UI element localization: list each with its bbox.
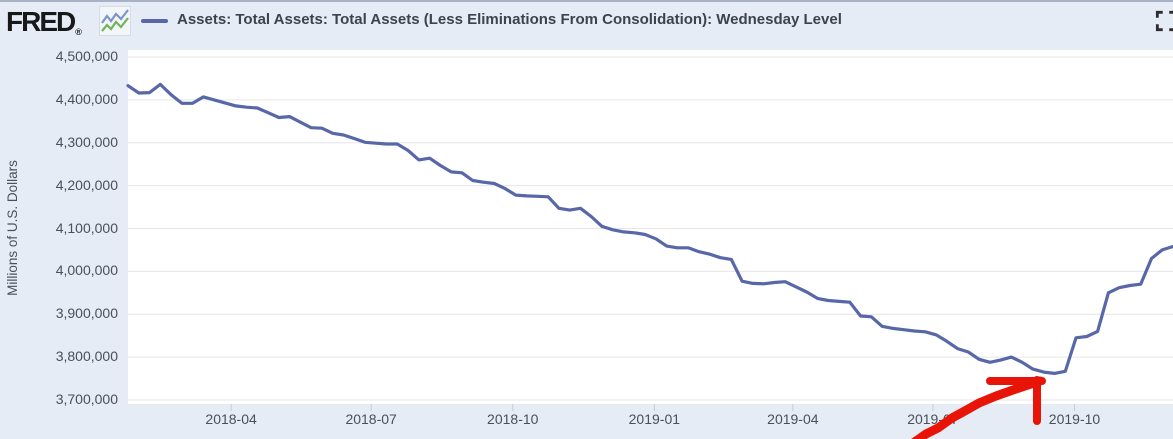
y-tick-label: 4,300,000: [55, 133, 118, 150]
x-axis-tick-marks: [230, 404, 1076, 411]
y-tick-label: 4,000,000: [55, 262, 118, 279]
y-tick-label: 3,900,000: [55, 305, 118, 322]
plot-area[interactable]: [128, 50, 1173, 404]
y-tick-label: 3,700,000: [55, 391, 118, 407]
legend-series-label: Assets: Total Assets: Total Assets (Less…: [177, 11, 842, 28]
fred-logo: FRED®: [6, 6, 82, 37]
y-tick-label: 4,100,000: [55, 219, 118, 236]
registered-mark-icon: ®: [75, 27, 82, 37]
fred-sparkline-icon: [99, 6, 131, 36]
y-tick-label: 3,800,000: [55, 348, 118, 365]
x-tick-label: 2019-04: [767, 411, 819, 427]
annotation-arrow: [911, 376, 1046, 439]
top-border: [0, 0, 1173, 2]
x-tick-label: 2019-01: [628, 411, 681, 427]
x-tick-label: 2018-10: [487, 411, 539, 427]
x-tick-label: 2018-04: [205, 411, 257, 427]
chart-header: FRED® Assets: Total Assets: Total Assets…: [0, 2, 1173, 48]
y-tick-label: 4,500,000: [55, 48, 118, 64]
fullscreen-button[interactable]: [1153, 8, 1173, 34]
x-tick-label: 2018-07: [345, 411, 397, 427]
y-tick-label: 4,400,000: [55, 90, 118, 107]
legend-line-swatch: [141, 19, 168, 23]
series-line: [126, 82, 1173, 375]
gridlines: [128, 56, 1173, 401]
y-tick-label: 4,200,000: [55, 176, 118, 193]
x-tick-label: 2019-10: [1048, 411, 1101, 427]
